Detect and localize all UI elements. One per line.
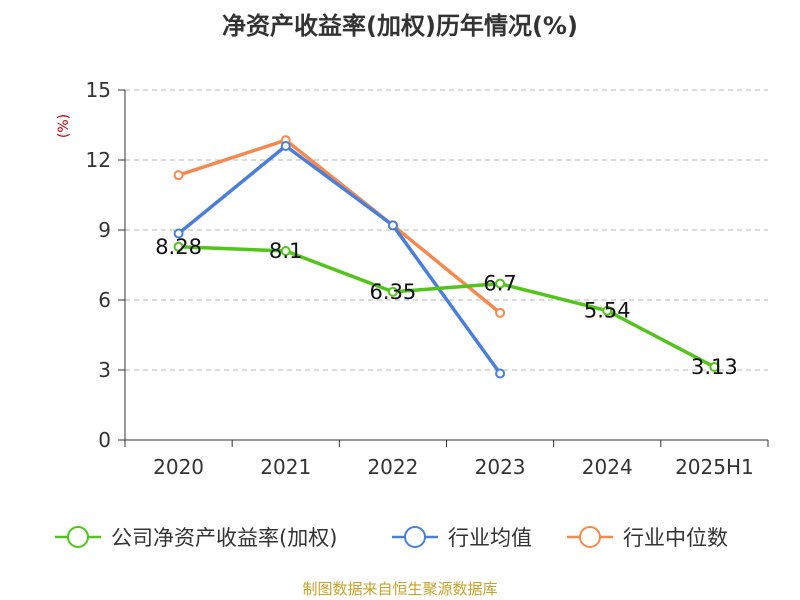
- grid-lines: [125, 89, 768, 371]
- data-point: [495, 278, 506, 289]
- data-label: 5.54: [584, 299, 631, 323]
- legend: 公司净资产收益率(加权) 行业均值 行业中位数: [55, 526, 728, 550]
- data-point: [387, 220, 398, 231]
- series-points: [173, 135, 720, 379]
- data-point: [173, 170, 184, 181]
- legend-marker: [579, 526, 601, 548]
- y-tick-label: 6: [98, 288, 111, 312]
- series-line-2: [178, 138, 502, 315]
- legend-label: 行业均值: [448, 526, 532, 550]
- source-note: 制图数据来自恒生聚源数据库: [302, 580, 498, 598]
- data-point: [280, 246, 291, 256]
- x-tick-label: 2024: [582, 455, 633, 479]
- y-tick-label: 9: [98, 218, 111, 242]
- data-point: [280, 141, 291, 151]
- x-tick-label: 2020: [153, 455, 204, 479]
- legend-marker: [67, 526, 89, 548]
- x-tick-label: 2023: [475, 455, 526, 479]
- y-tick-label: 12: [86, 148, 111, 172]
- data-point: [602, 305, 613, 316]
- data-point: [495, 307, 506, 318]
- legend-label: 行业中位数: [623, 526, 728, 550]
- y-axis-unit-label: (%): [56, 114, 72, 138]
- legend-item: 行业中位数: [567, 526, 728, 550]
- data-label: 3.13: [691, 355, 738, 379]
- data-labels: 8.28 8.1 6.35 6.7 5.54 3.13: [155, 235, 738, 379]
- data-point: [173, 241, 184, 252]
- y-tick-label: 0: [98, 428, 111, 452]
- legend-item: 公司净资产收益率(加权): [55, 526, 337, 550]
- x-tick-label: 2021: [260, 455, 311, 479]
- data-point: [709, 361, 720, 372]
- chart-title: 净资产收益率(加权)历年情况(%): [222, 12, 578, 40]
- y-tick-labels: 0 3 6 9 12 15: [86, 78, 111, 452]
- data-label: 6.7: [483, 272, 516, 296]
- x-tick-label: 2025H1: [675, 455, 754, 479]
- data-label: 8.28: [155, 235, 202, 259]
- axes: [118, 89, 769, 447]
- data-point: [173, 228, 184, 239]
- data-label: 6.35: [370, 280, 417, 304]
- data-label: 8.1: [269, 239, 302, 263]
- x-tick-label: 2022: [367, 455, 418, 479]
- legend-label: 公司净资产收益率(加权): [111, 526, 337, 550]
- legend-item: 行业均值: [392, 526, 532, 550]
- y-tick-label: 15: [86, 78, 111, 102]
- y-tick-label: 3: [98, 358, 111, 382]
- data-point: [387, 286, 398, 297]
- x-tick-labels: 2020 2021 2022 2023 2024 2025H1: [153, 455, 754, 479]
- legend-marker: [404, 526, 426, 548]
- series-lines: [177, 138, 716, 375]
- data-point: [495, 368, 506, 379]
- series-line-0: [178, 245, 716, 369]
- series-line-1: [177, 144, 502, 375]
